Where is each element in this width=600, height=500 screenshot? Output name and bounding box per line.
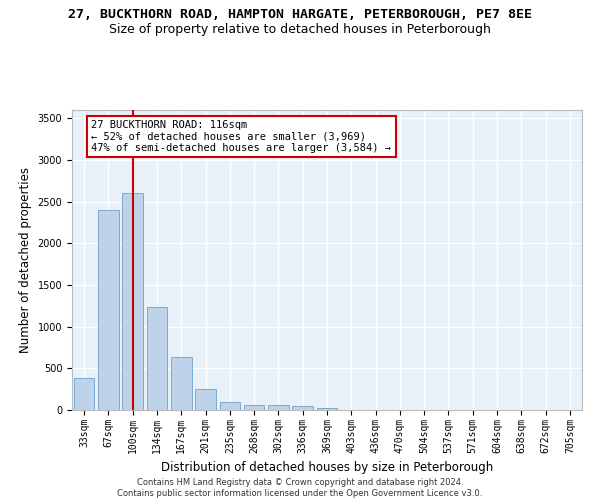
Text: 27, BUCKTHORN ROAD, HAMPTON HARGATE, PETERBOROUGH, PE7 8EE: 27, BUCKTHORN ROAD, HAMPTON HARGATE, PET… (68, 8, 532, 20)
Bar (244, 405, 265, 410)
Bar (171, 356, 191, 410)
Bar (195, 389, 216, 410)
Bar (122, 192, 143, 410)
Y-axis label: Number of detached properties: Number of detached properties (19, 167, 32, 353)
Bar (146, 306, 167, 410)
Text: Contains HM Land Registry data © Crown copyright and database right 2024.
Contai: Contains HM Land Registry data © Crown c… (118, 478, 482, 498)
Bar (317, 408, 337, 410)
Bar (98, 210, 119, 410)
Text: 27 BUCKTHORN ROAD: 116sqm
← 52% of detached houses are smaller (3,969)
47% of se: 27 BUCKTHORN ROAD: 116sqm ← 52% of detac… (91, 120, 391, 153)
Bar (220, 402, 240, 410)
Bar (292, 406, 313, 410)
Bar (74, 378, 94, 410)
Text: Size of property relative to detached houses in Peterborough: Size of property relative to detached ho… (109, 22, 491, 36)
Bar (268, 405, 289, 410)
X-axis label: Distribution of detached houses by size in Peterborough: Distribution of detached houses by size … (161, 461, 493, 474)
